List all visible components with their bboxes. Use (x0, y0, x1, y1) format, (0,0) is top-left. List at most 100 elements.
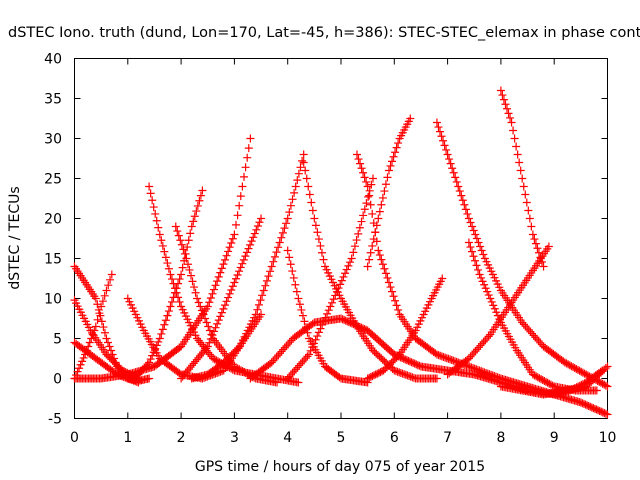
data-point (231, 220, 240, 229)
data-point (406, 114, 415, 123)
data-point (233, 364, 242, 373)
data-point (311, 221, 320, 230)
data-point (570, 364, 579, 373)
data-point (474, 343, 483, 352)
data-point (529, 331, 538, 340)
data-point (603, 410, 612, 419)
data-point (466, 218, 475, 227)
data-point (380, 264, 389, 273)
data-point (560, 358, 569, 367)
data-point (286, 201, 295, 210)
x-tick-label: 3 (230, 430, 239, 446)
data-point (482, 368, 491, 377)
data-point (334, 284, 343, 293)
data-point (230, 362, 239, 371)
data-point (210, 285, 219, 294)
data-point (274, 351, 283, 360)
data-point (596, 378, 605, 387)
data-point (210, 327, 219, 336)
data-point (318, 320, 327, 329)
data-point (470, 364, 479, 373)
series-18 (363, 114, 415, 271)
data-point (360, 173, 369, 182)
data-point (346, 258, 355, 267)
data-point (321, 313, 330, 322)
data-point (286, 370, 295, 379)
data-point (377, 255, 386, 264)
data-point (383, 173, 392, 182)
data-point (401, 370, 410, 379)
data-point (152, 341, 161, 350)
data-point (390, 366, 399, 375)
data-point (206, 334, 215, 343)
data-point (104, 338, 113, 347)
data-point (582, 370, 591, 379)
data-point (480, 368, 489, 377)
data-point (341, 269, 350, 278)
data-point (146, 355, 155, 364)
data-point (246, 240, 255, 249)
data-point (463, 209, 472, 218)
data-point (149, 203, 158, 212)
data-point (319, 317, 328, 326)
data-point (384, 166, 393, 175)
data-point (239, 172, 248, 181)
data-point (474, 238, 483, 247)
data-point (460, 200, 469, 209)
data-point (285, 253, 294, 262)
data-point (211, 281, 220, 290)
data-point (76, 360, 85, 369)
data-point (148, 351, 157, 360)
data-point (396, 368, 405, 377)
data-point (176, 236, 185, 245)
data-point (478, 339, 487, 348)
data-point (169, 293, 178, 302)
data-point (239, 255, 248, 264)
data-point (213, 277, 222, 286)
data-point (216, 367, 225, 376)
data-point (478, 277, 487, 286)
data-point (261, 281, 270, 290)
data-point (171, 288, 180, 297)
data-point (467, 247, 476, 256)
x-tick-label: 1 (123, 430, 132, 446)
data-point (524, 325, 533, 334)
data-point (284, 340, 293, 349)
data-point (283, 246, 292, 255)
data-point (241, 163, 250, 172)
data-point (513, 150, 522, 159)
data-point (472, 234, 481, 243)
data-point (151, 209, 160, 218)
data-point (359, 168, 368, 177)
data-point (167, 275, 176, 284)
data-point (332, 287, 341, 296)
data-point (288, 368, 297, 377)
data-point (377, 200, 386, 209)
data-point (378, 193, 387, 202)
data-point (310, 214, 319, 223)
data-point (479, 337, 488, 346)
data-point (313, 332, 322, 341)
data-point (224, 293, 233, 302)
data-point (504, 109, 513, 118)
data-point (219, 260, 228, 269)
data-point (303, 352, 312, 361)
data-point (295, 300, 304, 309)
data-point (238, 182, 247, 191)
data-point (292, 287, 301, 296)
data-point (331, 291, 340, 300)
data-point (365, 255, 374, 264)
data-point (266, 267, 275, 276)
data-point (174, 279, 183, 288)
data-point (134, 378, 143, 387)
data-point (443, 150, 452, 159)
data-point (457, 191, 466, 200)
data-point (476, 242, 485, 251)
data-point (267, 262, 276, 271)
data-point (228, 234, 237, 243)
data-point (91, 322, 100, 331)
data-point (540, 376, 549, 385)
data-point (275, 238, 284, 247)
data-point (458, 196, 467, 205)
data-point (303, 328, 312, 337)
